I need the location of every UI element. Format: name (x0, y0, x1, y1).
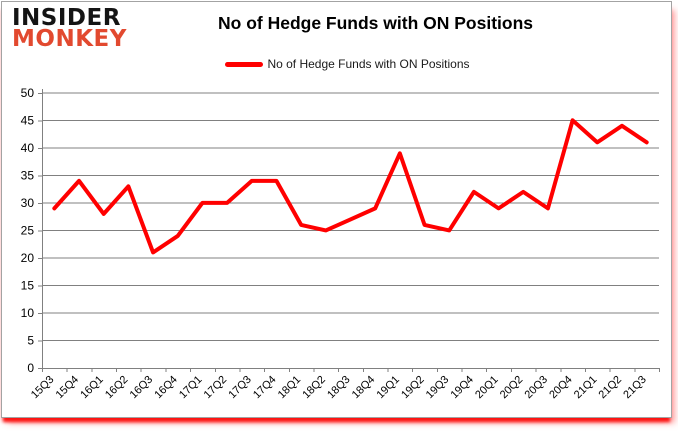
svg-text:17Q2: 17Q2 (202, 374, 230, 402)
svg-text:17Q4: 17Q4 (251, 374, 279, 402)
svg-text:18Q1: 18Q1 (276, 374, 304, 402)
svg-text:18Q3: 18Q3 (325, 374, 353, 402)
chart-title: No of Hedge Funds with ON Positions (218, 13, 533, 33)
svg-text:20Q2: 20Q2 (498, 374, 526, 402)
svg-text:45: 45 (21, 113, 35, 127)
svg-text:16Q4: 16Q4 (152, 374, 180, 402)
line-chart: 0 5 10 15 20 25 30 35 40 45 50 15Q315Q416Q116Q216Q3… (21, 86, 660, 402)
svg-text:15Q4: 15Q4 (54, 374, 82, 402)
svg-text:20: 20 (21, 251, 35, 265)
logo-line-monkey: MONKEY (12, 26, 127, 53)
svg-text:16Q1: 16Q1 (78, 374, 106, 402)
svg-text:19Q3: 19Q3 (424, 374, 452, 402)
legend-label: No of Hedge Funds with ON Positions (267, 57, 470, 71)
legend: No of Hedge Funds with ON Positions (2, 57, 671, 71)
svg-text:50: 50 (21, 86, 35, 100)
svg-text:18Q4: 18Q4 (350, 374, 378, 402)
svg-text:18Q2: 18Q2 (300, 374, 328, 402)
svg-text:20Q1: 20Q1 (473, 374, 501, 402)
svg-text:21Q3: 21Q3 (621, 374, 649, 402)
insider-monkey-logo: INSIDER MONKEY (12, 5, 127, 53)
svg-text:21Q1: 21Q1 (572, 374, 600, 402)
svg-text:19Q2: 19Q2 (399, 374, 427, 402)
svg-text:10: 10 (21, 306, 35, 320)
svg-text:17Q1: 17Q1 (177, 374, 205, 402)
svg-text:15Q3: 15Q3 (29, 374, 57, 402)
svg-text:17Q3: 17Q3 (226, 374, 254, 402)
svg-text:16Q3: 16Q3 (128, 374, 156, 402)
svg-text:25: 25 (21, 223, 35, 237)
legend-line-swatch-icon (225, 61, 264, 67)
svg-text:20Q3: 20Q3 (523, 374, 551, 402)
svg-text:15: 15 (21, 278, 35, 292)
svg-text:5: 5 (27, 333, 34, 347)
svg-text:0: 0 (27, 361, 34, 375)
svg-text:19Q4: 19Q4 (448, 374, 476, 402)
svg-text:35: 35 (21, 168, 35, 182)
svg-text:40: 40 (21, 141, 35, 155)
svg-text:30: 30 (21, 196, 35, 210)
svg-text:20Q4: 20Q4 (547, 374, 575, 402)
chart-card: INSIDER MONKEY No of Hedge Funds with ON… (1, 1, 672, 418)
svg-text:21Q2: 21Q2 (597, 374, 625, 402)
svg-text:16Q2: 16Q2 (103, 374, 131, 402)
logo-line-insider: INSIDER (12, 5, 121, 31)
svg-text:19Q1: 19Q1 (374, 374, 402, 402)
